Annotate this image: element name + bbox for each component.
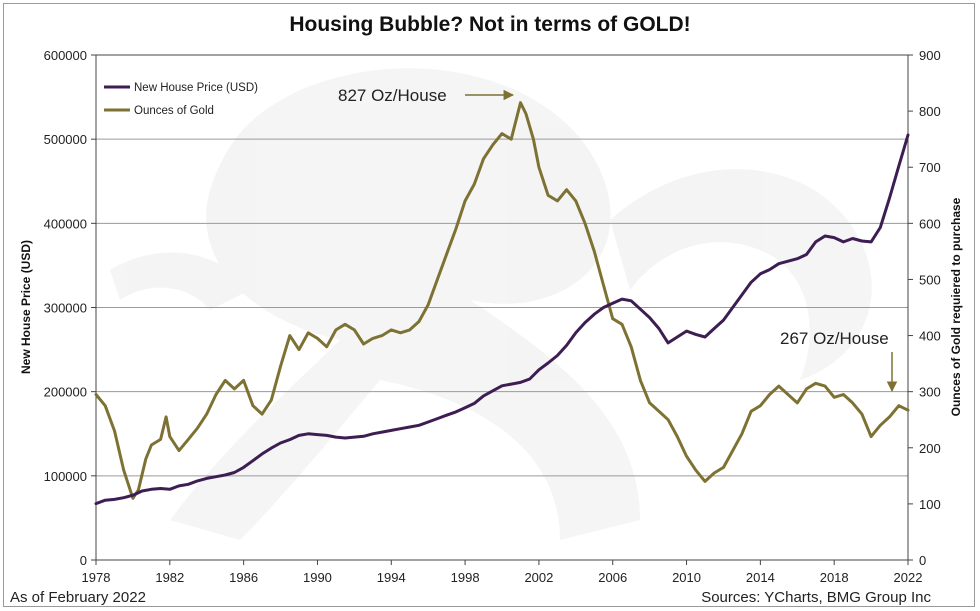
chart-title: Housing Bubble? Not in terms of GOLD!: [289, 13, 690, 36]
chart-frame: [3, 3, 975, 607]
y-right-tick-label: 200: [919, 441, 941, 456]
y-right-tick-label: 700: [919, 160, 941, 175]
x-tick-label: 1998: [451, 570, 480, 585]
series-lines: [94, 101, 910, 506]
y-left-tick-label: 0: [80, 553, 87, 568]
y-left-tick-label: 400000: [44, 216, 87, 231]
y-left-tick-label: 200000: [44, 385, 87, 400]
legend-label-house-price: New House Price (USD): [134, 82, 258, 94]
footer-sources: Sources: YCharts, BMG Group Inc: [701, 589, 931, 606]
y-right-tick-label: 900: [919, 48, 941, 63]
annotation-current-label: 267 Oz/House: [780, 329, 889, 348]
x-tick-label: 2022: [894, 570, 923, 585]
series-line-gold-ounces: [94, 101, 910, 500]
y-right-tick-label: 300: [919, 385, 941, 400]
x-tick-label: 1990: [303, 570, 332, 585]
legend: New House Price (USD) Ounces of Gold: [104, 82, 258, 117]
watermark-logo: [110, 68, 872, 541]
annotation-peak-label: 827 Oz/House: [338, 86, 447, 105]
footer-date: As of February 2022: [10, 589, 146, 606]
x-tick-label: 2006: [598, 570, 627, 585]
x-tick-label: 2018: [820, 570, 849, 585]
y-right-tick-label: 0: [919, 553, 926, 568]
x-tick-label: 1986: [229, 570, 258, 585]
y-left-tick-label: 500000: [44, 132, 87, 147]
annotation-peak: 827 Oz/House: [338, 86, 515, 105]
x-axis-ticks: 1978 1982 1986 1990 1994 1998 2002 2006 2010 2014…: [82, 560, 923, 585]
y-right-tick-label: 800: [919, 104, 941, 119]
series-line-house-price: [94, 133, 910, 506]
x-tick-label: 1982: [155, 570, 184, 585]
x-tick-label: 2014: [746, 570, 775, 585]
x-tick-label: 1994: [377, 570, 406, 585]
x-tick-label: 2010: [672, 570, 701, 585]
legend-label-gold: Ounces of Gold: [134, 105, 214, 117]
y-left-axis-label: New House Price (USD): [19, 240, 33, 374]
gridlines: [96, 138, 908, 477]
y-right-tick-label: 400: [919, 329, 941, 344]
x-tick-label: 2002: [524, 570, 553, 585]
y-right-tick-label: 500: [919, 272, 941, 287]
x-tick-label: 1978: [82, 570, 111, 585]
annotation-current: 267 Oz/House: [780, 329, 898, 393]
y-right-tick-label: 100: [919, 497, 941, 512]
y-left-axis-ticks: 0 100000 200000 300000 400000 500000 600000: [44, 48, 96, 568]
y-left-tick-label: 300000: [44, 301, 87, 316]
y-left-tick-label: 600000: [44, 48, 87, 63]
y-right-axis-ticks: 0 100 200 300 400 500 600 700 800 900: [908, 48, 941, 568]
y-right-tick-label: 600: [919, 216, 941, 231]
y-right-axis-label: Ounces of Gold requiered to purchase: [949, 197, 963, 416]
y-left-tick-label: 100000: [44, 469, 87, 484]
